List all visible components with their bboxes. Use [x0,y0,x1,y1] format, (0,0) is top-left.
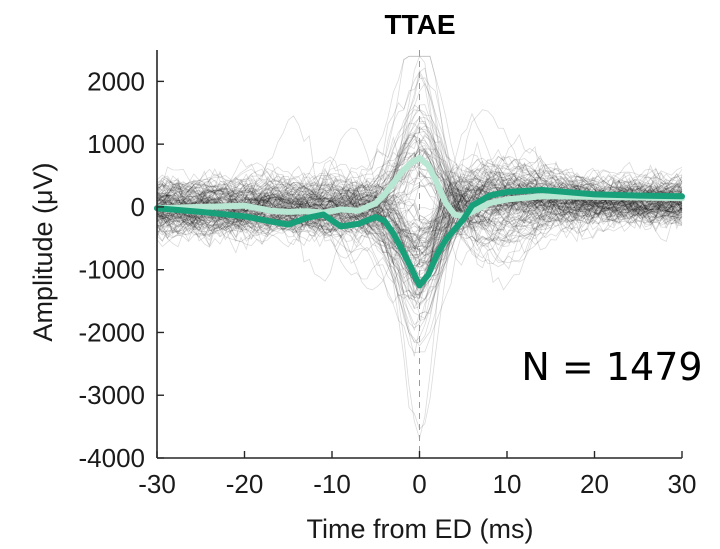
individual-trace [156,159,683,248]
individual-trace [156,188,683,259]
individual-trace [156,122,683,236]
individual-trace [156,77,683,291]
y-tick-labels: -4000 -3000 -2000 -1000 0 1000 2000 [79,66,146,473]
individual-trace [156,164,683,218]
y-tick-label: -3000 [79,380,146,410]
individual-trace [156,152,683,203]
individual-trace [156,178,683,252]
x-tick-label: -20 [226,469,264,499]
individual-trace [156,165,683,217]
x-tick-labels: -30 -20 -10 0 10 20 30 [138,469,696,499]
individual-trace [156,157,683,271]
x-tick-label: 20 [580,469,609,499]
individual-trace [156,125,683,245]
y-tick-label: 1000 [87,129,145,159]
individual-trace [156,174,683,268]
individual-trace [156,150,683,205]
individual-trace [156,133,683,229]
y-tick-label: -4000 [79,443,146,473]
individual-trace [156,127,683,329]
mean-trace-dark [154,187,685,289]
individual-trace [156,141,683,332]
mean-trace-light [154,155,685,220]
individual-trace [156,178,683,315]
chart-title: TTAE [384,9,455,40]
individual-trace [156,164,683,225]
y-tick-label: 0 [131,192,145,222]
individual-trace [156,82,683,268]
individual-trace [156,115,683,231]
x-tick-label: 10 [493,469,522,499]
individual-trace [156,135,683,241]
axes [156,50,683,459]
x-tick-label: 30 [668,469,697,499]
individual-trace [156,173,683,236]
individual-trace [156,55,682,264]
y-tick-label: -2000 [79,317,146,347]
x-axis-label: Time from ED (ms) [307,514,534,544]
x-tick-label: -30 [138,469,176,499]
individual-trace [156,168,683,225]
y-tick-label: 2000 [87,66,145,96]
individual-trace [156,147,683,236]
individual-trace [156,168,683,291]
y-axis-label: Amplitude (μV) [28,162,58,341]
sample-count-annotation: N = 1479 [521,345,702,389]
individual-trace [156,162,683,300]
x-tick-label: -10 [313,469,351,499]
y-tick-label: -1000 [79,255,146,285]
x-tick-label: 0 [412,469,426,499]
individual-trace [156,188,683,255]
mean-series [154,155,685,289]
